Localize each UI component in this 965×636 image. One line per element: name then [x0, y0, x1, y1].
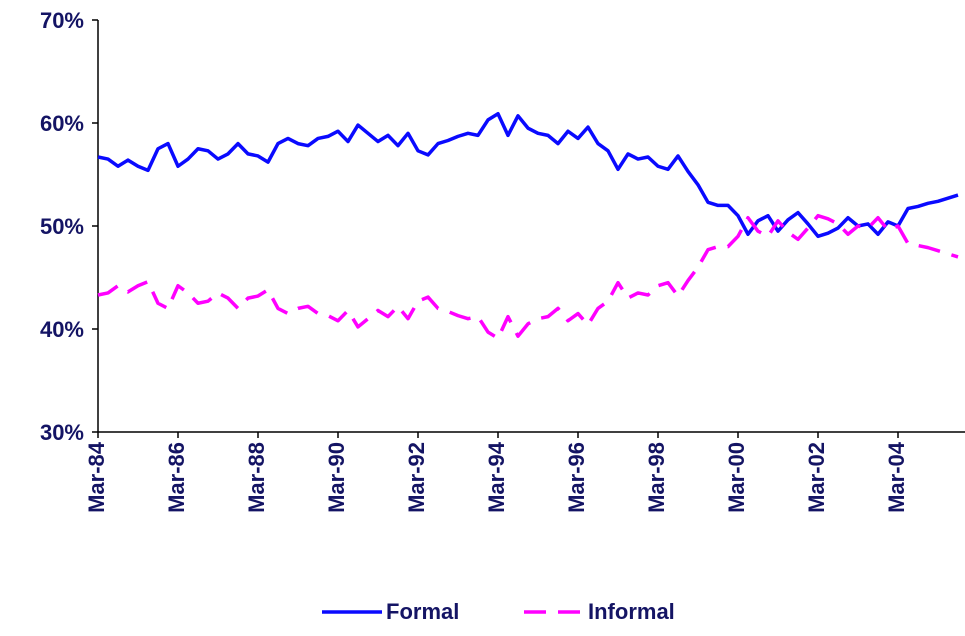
x-tick-label: Mar-92 [404, 442, 429, 513]
x-tick-label: Mar-84 [84, 441, 109, 513]
x-tick-label: Mar-86 [164, 442, 189, 513]
x-tick-label: Mar-94 [484, 441, 509, 513]
y-tick-label: 60% [40, 111, 84, 136]
y-tick-label: 40% [40, 317, 84, 342]
series-line [97, 111, 959, 239]
series-line [97, 213, 959, 341]
y-tick-label: 50% [40, 214, 84, 239]
y-tick-label: 70% [40, 8, 84, 33]
x-tick-label: Mar-04 [884, 441, 909, 513]
x-tick-label: Mar-88 [244, 442, 269, 513]
legend-label: Formal [386, 599, 459, 624]
y-tick-label: 30% [40, 420, 84, 445]
x-tick-label: Mar-96 [564, 442, 589, 513]
legend-label: Informal [588, 599, 675, 624]
x-tick-label: Mar-98 [644, 442, 669, 513]
x-tick-label: Mar-02 [804, 442, 829, 513]
x-tick-label: Mar-00 [724, 442, 749, 513]
x-tick-label: Mar-90 [324, 442, 349, 513]
